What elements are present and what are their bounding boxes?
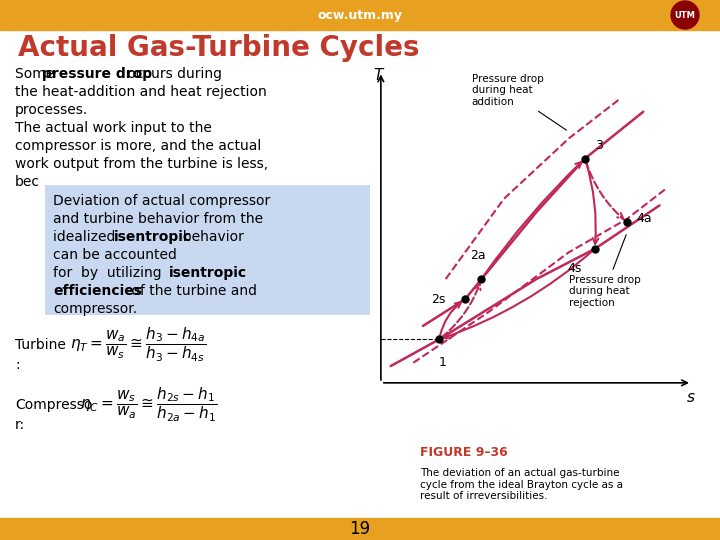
Text: r:: r:	[15, 418, 25, 432]
Text: pressure drop: pressure drop	[42, 67, 153, 81]
Text: for  by  utilizing: for by utilizing	[53, 266, 175, 280]
Text: Some: Some	[15, 67, 58, 81]
FancyBboxPatch shape	[45, 185, 370, 315]
Text: $\eta_T = \dfrac{w_a}{w_s} \cong \dfrac{h_3 - h_{4a}}{h_3 - h_{4s}}$: $\eta_T = \dfrac{w_a}{w_s} \cong \dfrac{…	[70, 326, 207, 364]
Text: 19: 19	[349, 520, 371, 538]
Text: 2a: 2a	[470, 249, 486, 262]
Text: :: :	[15, 358, 19, 372]
Text: processes.: processes.	[15, 103, 89, 117]
Text: 1: 1	[438, 356, 446, 369]
Text: isentropic: isentropic	[114, 230, 192, 244]
Text: Turbine: Turbine	[15, 338, 66, 352]
Text: Pressure drop
during heat
rejection: Pressure drop during heat rejection	[569, 235, 641, 308]
Bar	[0, 0, 720, 30]
Text: The actual work input to the: The actual work input to the	[15, 121, 212, 135]
Text: can be accounted: can be accounted	[53, 248, 177, 262]
Text: Compresso: Compresso	[15, 398, 92, 412]
Text: behavior: behavior	[174, 230, 243, 244]
Text: Actual Gas-Turbine Cycles: Actual Gas-Turbine Cycles	[18, 34, 420, 62]
Text: the heat-addition and heat rejection: the heat-addition and heat rejection	[15, 85, 266, 99]
Text: FIGURE 9–36: FIGURE 9–36	[420, 446, 508, 458]
Text: Deviation of actual compressor: Deviation of actual compressor	[53, 194, 270, 208]
Text: 4a: 4a	[637, 212, 652, 225]
Text: work output from the turbine is less,: work output from the turbine is less,	[15, 157, 268, 171]
Text: 2s: 2s	[431, 293, 446, 306]
Text: ocw.utm.my: ocw.utm.my	[318, 9, 402, 22]
Text: T: T	[373, 68, 382, 83]
Text: UTM: UTM	[675, 10, 696, 19]
Text: Pressure drop
during heat
addition: Pressure drop during heat addition	[472, 74, 567, 130]
Text: of the turbine and: of the turbine and	[127, 284, 258, 298]
Text: $\eta_C = \dfrac{w_s}{w_a} \cong \dfrac{h_{2s} - h_1}{h_{2a} - h_1}$: $\eta_C = \dfrac{w_s}{w_a} \cong \dfrac{…	[80, 386, 217, 424]
Text: s: s	[687, 389, 696, 404]
Text: bec: bec	[15, 175, 40, 189]
Text: efficiencies: efficiencies	[53, 284, 142, 298]
Text: compressor is more, and the actual: compressor is more, and the actual	[15, 139, 261, 153]
Bar	[0, 518, 720, 540]
Text: occurs during: occurs during	[123, 67, 222, 81]
Text: and turbine behavior from the: and turbine behavior from the	[53, 212, 263, 226]
Circle shape	[671, 1, 699, 29]
Text: 4s: 4s	[567, 262, 582, 275]
Text: The deviation of an actual gas-turbine
cycle from the ideal Brayton cycle as a
r: The deviation of an actual gas-turbine c…	[420, 468, 623, 501]
Text: 3: 3	[595, 139, 603, 152]
Text: isentropic: isentropic	[168, 266, 247, 280]
Text: compressor.: compressor.	[53, 302, 137, 316]
Text: idealized: idealized	[53, 230, 124, 244]
